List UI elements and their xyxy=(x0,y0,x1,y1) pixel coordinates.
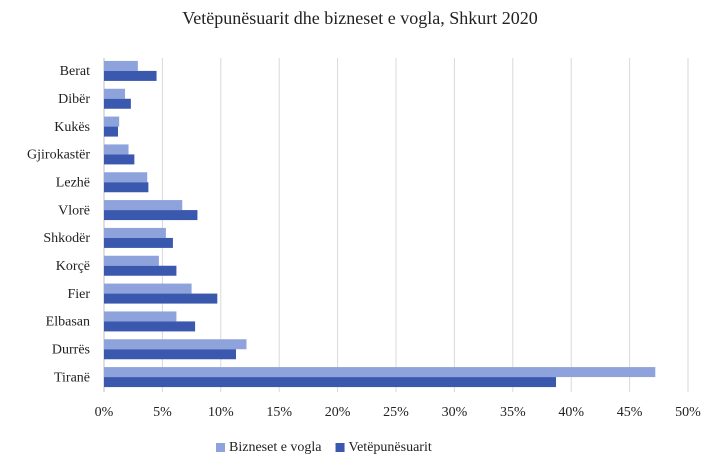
y-tick-label: Shkodër xyxy=(43,231,90,246)
bar xyxy=(104,339,247,350)
y-tick-label: Elbasan xyxy=(46,315,90,330)
bar xyxy=(104,126,119,137)
legend-label: Bizneset e vogla xyxy=(229,440,322,455)
bar xyxy=(104,200,183,211)
bar xyxy=(104,60,138,71)
y-tick-label: Fier xyxy=(67,287,90,302)
legend-label: Vetëpunësuarit xyxy=(349,440,432,455)
y-tick-label: Kukës xyxy=(54,120,90,135)
bar xyxy=(104,144,129,155)
legend-swatch xyxy=(216,443,225,452)
bar xyxy=(104,210,198,221)
x-tick-label: 35% xyxy=(500,405,526,420)
bar xyxy=(104,255,159,266)
bar xyxy=(104,283,192,294)
bar xyxy=(104,182,149,193)
bar xyxy=(104,70,157,81)
bar xyxy=(104,98,131,109)
x-tick-label: 30% xyxy=(442,405,468,420)
y-tick-label: Vlorë xyxy=(58,203,90,218)
bar xyxy=(104,367,656,378)
bar xyxy=(104,172,148,183)
x-tick-label: 50% xyxy=(675,405,701,420)
bar xyxy=(104,293,218,304)
y-tick-label: Dibër xyxy=(58,92,90,107)
y-tick-label: Gjirokastër xyxy=(27,148,90,163)
legend-swatch xyxy=(335,443,345,452)
bar xyxy=(104,237,173,248)
x-tick-label: 10% xyxy=(208,405,234,420)
y-tick-label: Tiranë xyxy=(54,370,90,385)
x-tick-label: 25% xyxy=(383,405,409,420)
bar xyxy=(104,311,177,322)
bar xyxy=(104,265,177,276)
y-tick-label: Durrës xyxy=(52,342,90,357)
bar xyxy=(104,321,196,332)
bar xyxy=(104,227,166,238)
x-tick-label: 0% xyxy=(95,405,114,420)
x-tick-label: 20% xyxy=(325,405,351,420)
bar xyxy=(104,154,135,165)
bar xyxy=(104,88,126,99)
bar xyxy=(104,116,120,127)
x-tick-label: 45% xyxy=(617,405,643,420)
bar xyxy=(104,349,236,360)
y-tick-label: Lezhë xyxy=(56,175,90,190)
x-tick-label: 40% xyxy=(558,405,584,420)
chart-title: Vetëpunësuarit dhe bizneset e vogla, Shk… xyxy=(182,8,537,28)
y-tick-label: Berat xyxy=(60,64,90,79)
bar xyxy=(104,377,557,388)
y-tick-label: Korçë xyxy=(56,259,90,274)
x-tick-label: 5% xyxy=(153,405,172,420)
x-tick-label: 15% xyxy=(266,405,292,420)
